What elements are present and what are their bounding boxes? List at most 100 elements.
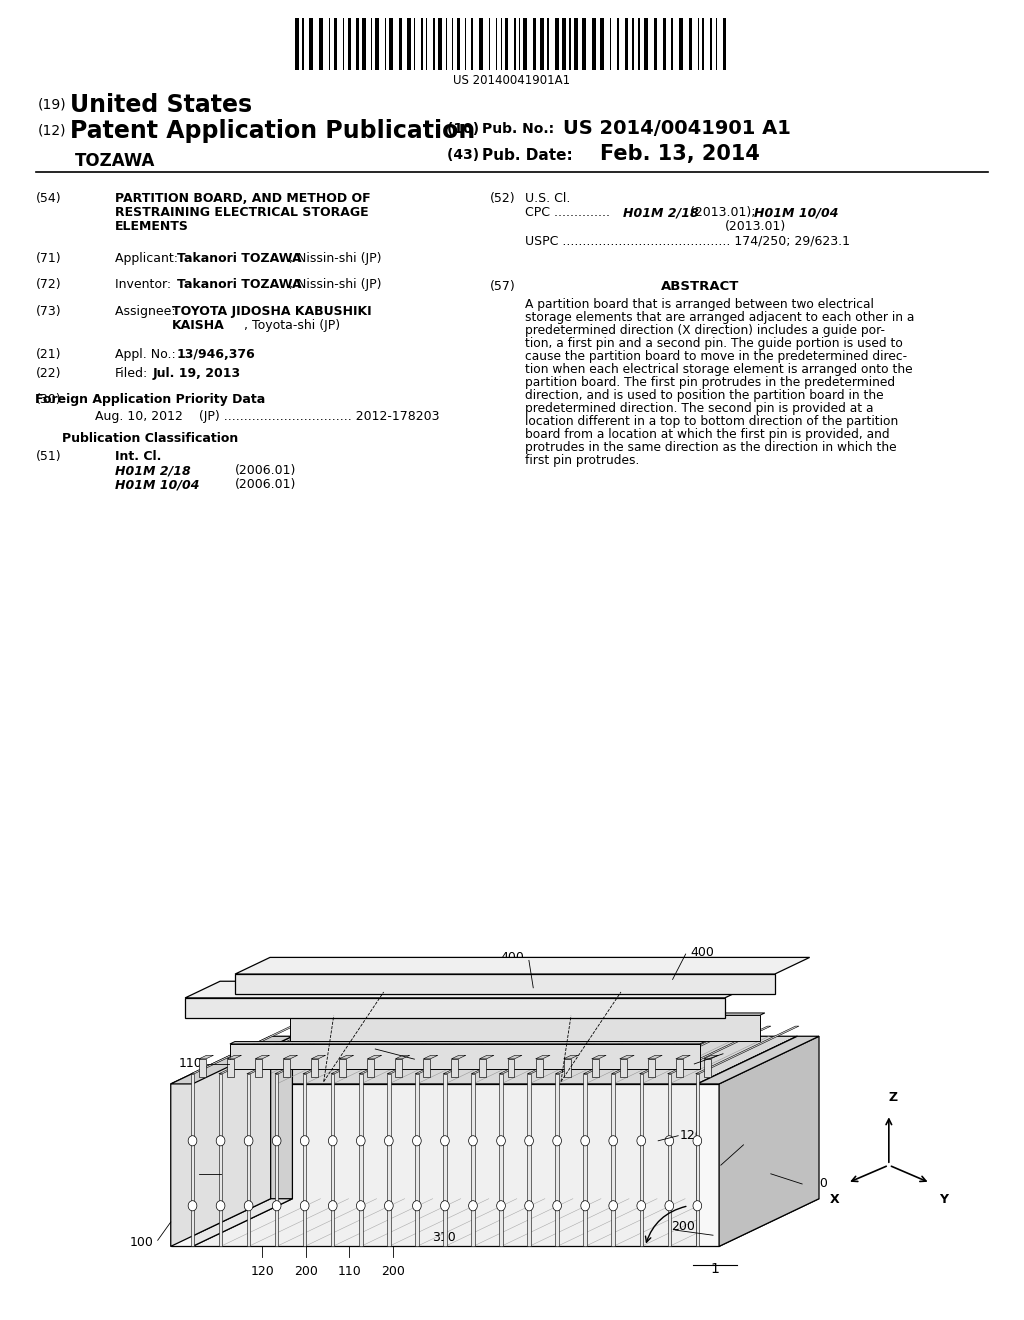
Circle shape: [665, 1201, 674, 1210]
Text: , Toyota-shi (JP): , Toyota-shi (JP): [244, 319, 340, 333]
Text: PARTITION BOARD, AND METHOD OF: PARTITION BOARD, AND METHOD OF: [115, 191, 371, 205]
Text: USPC .......................................... 174/250; 29/623.1: USPC ...................................…: [525, 234, 850, 247]
Text: Inventor:: Inventor:: [115, 279, 183, 290]
Polygon shape: [527, 1026, 631, 1073]
Polygon shape: [555, 1073, 559, 1246]
Polygon shape: [303, 1026, 407, 1073]
Bar: [547, 18, 549, 70]
Polygon shape: [387, 1073, 390, 1246]
Circle shape: [300, 1135, 309, 1146]
Polygon shape: [359, 1073, 362, 1246]
Circle shape: [384, 1201, 393, 1210]
Polygon shape: [648, 1055, 663, 1059]
Polygon shape: [500, 1026, 603, 1073]
Text: partition board. The first pin protrudes in the predetermined: partition board. The first pin protrudes…: [525, 376, 895, 389]
Polygon shape: [695, 1073, 699, 1246]
Polygon shape: [193, 1036, 798, 1084]
Text: ABSTRACT: ABSTRACT: [660, 280, 739, 293]
Text: , Nissin-shi (JP): , Nissin-shi (JP): [289, 279, 382, 290]
Circle shape: [609, 1201, 617, 1210]
Polygon shape: [227, 1055, 242, 1059]
Text: A partition board that is arranged between two electrical: A partition board that is arranged betwe…: [525, 298, 873, 312]
Bar: [600, 18, 604, 70]
Polygon shape: [676, 1059, 683, 1077]
Bar: [421, 18, 423, 70]
Text: TOZAWA: TOZAWA: [75, 152, 156, 170]
Circle shape: [188, 1201, 197, 1210]
Text: Patent Application Publication: Patent Application Publication: [70, 119, 475, 143]
Polygon shape: [395, 1059, 402, 1077]
Polygon shape: [676, 1055, 690, 1059]
Circle shape: [413, 1135, 421, 1146]
Text: location different in a top to bottom direction of the partition: location different in a top to bottom di…: [525, 414, 898, 428]
Text: U.S. Cl.: U.S. Cl.: [525, 191, 570, 205]
Text: (30): (30): [36, 393, 61, 407]
Bar: [534, 18, 536, 70]
Polygon shape: [193, 1084, 697, 1246]
Polygon shape: [274, 1073, 279, 1246]
Circle shape: [581, 1201, 590, 1210]
Polygon shape: [611, 1026, 715, 1073]
Text: 300: 300: [804, 1177, 827, 1191]
Polygon shape: [331, 1073, 335, 1246]
Text: predetermined direction (X direction) includes a guide por-: predetermined direction (X direction) in…: [525, 323, 885, 337]
Text: 120: 120: [680, 1129, 703, 1142]
Text: Appl. No.:: Appl. No.:: [115, 348, 180, 360]
Polygon shape: [274, 1026, 378, 1073]
Polygon shape: [563, 1055, 579, 1059]
Polygon shape: [703, 1055, 718, 1059]
Polygon shape: [230, 1041, 705, 1044]
Polygon shape: [193, 1199, 798, 1246]
Text: (12): (12): [38, 123, 67, 137]
Circle shape: [440, 1201, 450, 1210]
Circle shape: [329, 1201, 337, 1210]
Polygon shape: [563, 1059, 570, 1077]
Polygon shape: [331, 1026, 434, 1073]
Circle shape: [553, 1135, 561, 1146]
Text: (57): (57): [490, 280, 516, 293]
Circle shape: [581, 1135, 590, 1146]
Text: X: X: [829, 1193, 839, 1206]
Bar: [671, 18, 673, 70]
Text: (2006.01): (2006.01): [234, 478, 296, 491]
Text: H01M 10/04: H01M 10/04: [115, 478, 200, 491]
Polygon shape: [359, 1026, 463, 1073]
Text: RESTRAINING ELECTRICAL STORAGE: RESTRAINING ELECTRICAL STORAGE: [115, 206, 369, 219]
Polygon shape: [620, 1059, 627, 1077]
Bar: [295, 18, 299, 70]
Polygon shape: [452, 1059, 459, 1077]
Text: Jul. 19, 2013: Jul. 19, 2013: [153, 367, 241, 380]
Polygon shape: [423, 1055, 438, 1059]
Circle shape: [245, 1135, 253, 1146]
Circle shape: [216, 1201, 225, 1210]
Bar: [389, 18, 393, 70]
Bar: [644, 18, 648, 70]
Bar: [407, 18, 411, 70]
Circle shape: [497, 1135, 506, 1146]
Text: storage elements that are arranged adjacent to each other in a: storage elements that are arranged adjac…: [525, 312, 914, 323]
Text: 110: 110: [725, 1047, 749, 1060]
Text: 120: 120: [519, 1032, 543, 1045]
Circle shape: [188, 1135, 197, 1146]
Circle shape: [440, 1135, 450, 1146]
Polygon shape: [395, 1055, 410, 1059]
Text: 110: 110: [179, 1057, 203, 1071]
Polygon shape: [697, 1036, 819, 1084]
Circle shape: [300, 1201, 309, 1210]
Text: Takanori TOZAWA: Takanori TOZAWA: [177, 279, 302, 290]
Polygon shape: [611, 1073, 615, 1246]
Text: 200: 200: [294, 1266, 317, 1278]
Polygon shape: [697, 1084, 719, 1246]
Circle shape: [356, 1135, 366, 1146]
Circle shape: [665, 1135, 674, 1146]
Text: , Nissin-shi (JP): , Nissin-shi (JP): [289, 252, 382, 265]
Text: (21): (21): [36, 348, 61, 360]
Text: (43): (43): [447, 148, 484, 162]
Text: board from a location at which the first pin is provided, and: board from a location at which the first…: [525, 428, 890, 441]
Polygon shape: [527, 1073, 530, 1246]
Polygon shape: [387, 1026, 490, 1073]
Polygon shape: [199, 1055, 213, 1059]
Polygon shape: [443, 1026, 547, 1073]
Bar: [638, 18, 640, 70]
Polygon shape: [284, 1055, 298, 1059]
